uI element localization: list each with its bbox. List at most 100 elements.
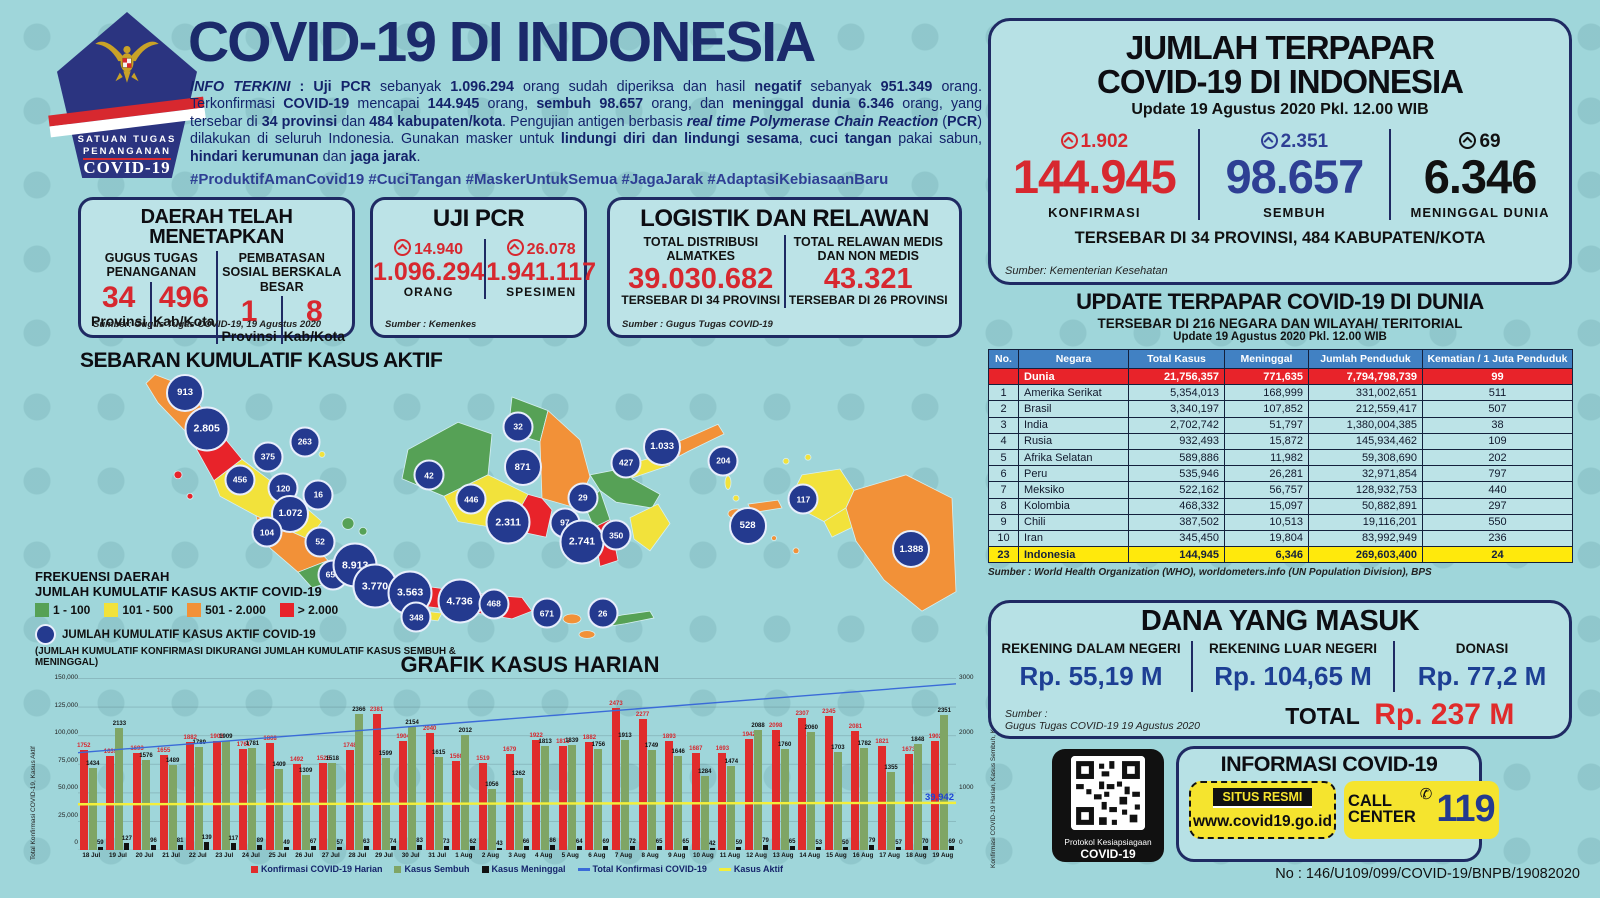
bar: 1868 xyxy=(263,736,277,850)
bar: 1525 xyxy=(317,756,330,850)
situs-resmi-button[interactable]: SITUS RESMI www.covid19.go.id xyxy=(1189,780,1336,839)
date-label: 24 Jul xyxy=(242,852,260,859)
bar: 1909 xyxy=(219,734,233,850)
legend-marker-sub: (JUMLAH KUMULATIF KONFIRMASI DIKURANGI J… xyxy=(35,646,456,669)
bar: 57 xyxy=(336,840,343,850)
map-marker-kalimantan-tengah: 446 xyxy=(455,483,487,515)
logo-text-line3: COVID-19 xyxy=(83,158,171,177)
map-marker-bali: 468 xyxy=(478,588,510,620)
bar: 1761 xyxy=(237,742,250,850)
bar: 1560 xyxy=(450,754,463,850)
bar: 1693 xyxy=(130,746,144,850)
logo-text-line1: SATUAN TUGAS xyxy=(77,134,177,145)
bar: 1839 xyxy=(565,738,578,850)
date-label: 11 Aug xyxy=(719,852,741,859)
bar: 1262 xyxy=(512,771,525,850)
bar-group-18-jul: 1752 1434 59 xyxy=(77,678,105,850)
jumlah-footer: TERSEBAR DI 34 PROVINSI, 484 KABUPATEN/K… xyxy=(1074,229,1486,248)
qr-code-icon xyxy=(1071,756,1145,830)
map-marker-jambi: 120 xyxy=(267,472,299,504)
date-label: 14 Aug xyxy=(799,852,821,859)
panel-daerah-menetapkan: DAERAH TELAH MENETAPKAN GUGUS TUGAS PENA… xyxy=(78,197,355,344)
meninggal-delta: 69 xyxy=(1479,131,1501,153)
legend-title-2: JUMLAH KUMULATIF KASUS AKTIF COVID-19 xyxy=(35,583,322,599)
relawan-column: TOTAL RELAWAN MEDIS DAN NON MEDIS 43.321… xyxy=(783,235,952,308)
date-label: 25 Jul xyxy=(268,852,287,859)
map-marker-lampung: 52 xyxy=(304,526,336,558)
qr-protokol-tile[interactable]: Protokol Kesiapsiagaan COVID-19 xyxy=(1052,749,1164,862)
bar: 1693 xyxy=(716,746,729,850)
relawan-note: TERSEBAR DI 26 PROVINSI xyxy=(788,293,948,308)
dana-title: DANA YANG MASUK xyxy=(1140,605,1420,637)
bar: 2012 xyxy=(459,728,472,850)
bar-group-12-aug: 1942 2088 79 xyxy=(742,678,770,850)
legend-bin: > 2.000 xyxy=(279,603,338,618)
bar: 86 xyxy=(549,838,556,850)
bar: 43 xyxy=(496,841,503,850)
date-label: 27 Jul xyxy=(321,852,340,859)
bar: 1474 xyxy=(725,759,738,850)
bar-group-24-jul: 1761 1781 89 xyxy=(237,678,265,850)
konfirmasi-label: KONFIRMASI xyxy=(1048,205,1141,221)
legend-title-1: FREKUENSI DAERAH xyxy=(35,569,170,584)
almatkes-value: 39.030.682 xyxy=(628,262,774,295)
chart-legend-item: Kasus Meninggal xyxy=(481,864,566,874)
meninggal-label: MENINGGAL DUNIA xyxy=(1410,205,1550,221)
bar: 1409 xyxy=(272,762,286,850)
bar: 57 xyxy=(895,840,902,850)
bar: 73 xyxy=(443,839,450,850)
chart-left-axis-title: Total Konfirmasi COVID-19, Kasus Aktif xyxy=(30,746,37,860)
date-label: 19 Jul xyxy=(108,852,127,859)
relawan-value: 43.321 xyxy=(823,262,913,295)
world-sub-1: TERSEBAR DI 216 NEGARA DAN WILAYAH/ TERI… xyxy=(1097,316,1463,331)
date-label: 23 Jul xyxy=(215,852,234,859)
map-marker-sumatera-barat: 456 xyxy=(224,464,256,496)
bar: 42 xyxy=(709,841,716,850)
stat-konfirmasi: 1.902 144.945 KONFIRMASI xyxy=(991,129,1198,220)
date-label: 13 Aug xyxy=(772,852,794,859)
map-marker-papua-barat: 117 xyxy=(787,483,819,515)
world-table-row-india: 3 India 2,702,742 51,797 1,380,004,385 38 xyxy=(988,416,1573,434)
bar-group-21-jul: 1655 1489 81 xyxy=(157,678,185,850)
world-table-row-amerika-serikat: 1 Amerika Serikat 5,354,013 168,999 331,002,… xyxy=(988,384,1573,402)
bar: 79 xyxy=(762,838,769,850)
world-table-row-peru: 6 Peru 535,946 26,281 32,971,854 797 xyxy=(988,465,1573,483)
hashtags: #ProduktifAmanCovid19 #CuciTangan #Maske… xyxy=(190,171,889,189)
map-marker-papua: 1.388 xyxy=(892,530,931,569)
date-label: 4 Aug xyxy=(535,852,553,859)
almatkes-column: TOTAL DISTRIBUSI ALMATKES 39.030.682 TER… xyxy=(618,235,784,308)
psbb-column: PEMBATASAN SOSIAL BERSKALA BESAR 1 Provin… xyxy=(215,251,347,344)
legend-marker-row: JUMLAH KUMULATIF KASUS AKTIF COVID-19 xyxy=(35,624,465,646)
world-table-row-afrika-selatan: 5 Afrika Selatan 589,886 11,982 59,308,690 20… xyxy=(988,448,1573,467)
stat-sembuh: 2.351 98.657 SEMBUH xyxy=(1197,129,1392,221)
date-label: 18 Jul xyxy=(82,852,101,859)
qr-caption-2: COVID-19 xyxy=(1080,847,1136,861)
bar-group-2-aug: 1519 1056 43 xyxy=(476,678,504,850)
bar: 64 xyxy=(576,839,583,850)
jumlah-update: Update 19 Agustus 2020 Pkl. 12.00 WIB xyxy=(1131,101,1429,119)
date-label: 31 Jul xyxy=(428,852,447,859)
bar: 2381 xyxy=(370,707,383,850)
bar: 1882 xyxy=(583,735,596,850)
bar: 1813 xyxy=(538,739,552,850)
map-marker-nusa-tenggara-timur: 26 xyxy=(587,597,619,629)
situs-url[interactable]: www.covid19.go.id xyxy=(1193,812,1332,830)
chart-plot: 1752 1434 59 1639 2133 127 1693 1576 96 1655 1489 8… xyxy=(77,678,956,850)
bar: 67 xyxy=(310,839,317,850)
bar-group-3-aug: 1679 1262 66 xyxy=(503,678,531,850)
bar: 1942 xyxy=(742,732,756,850)
call-center-button[interactable]: CALL CENTER ✆ 119 xyxy=(1343,780,1499,839)
date-label: 8 Aug xyxy=(641,852,659,859)
map-marker-kalimantan-barat: 42 xyxy=(413,459,445,491)
bar: 2345 xyxy=(822,709,836,850)
dana-donasi: DONASI Rp. 77,2 M xyxy=(1393,641,1569,692)
date-label: 17 Aug xyxy=(879,852,900,859)
world-table-row-rusia: 4 Rusia 932,493 15,872 145,934,462 109 xyxy=(988,432,1573,450)
map-marker-kepulauan-riau: 263 xyxy=(289,426,321,458)
world-source: Sumber : World Health Organization (WHO)… xyxy=(988,567,1432,579)
bar: 1760 xyxy=(778,742,791,850)
gugus-tugas-column: GUGUS TUGAS PENANGANAN 34 Provinsi 496 Kab… xyxy=(87,251,216,344)
bar-group-4-aug: 1922 1813 86 xyxy=(529,678,557,850)
bar-group-23-jul: 1906 1909 117 xyxy=(210,678,238,850)
